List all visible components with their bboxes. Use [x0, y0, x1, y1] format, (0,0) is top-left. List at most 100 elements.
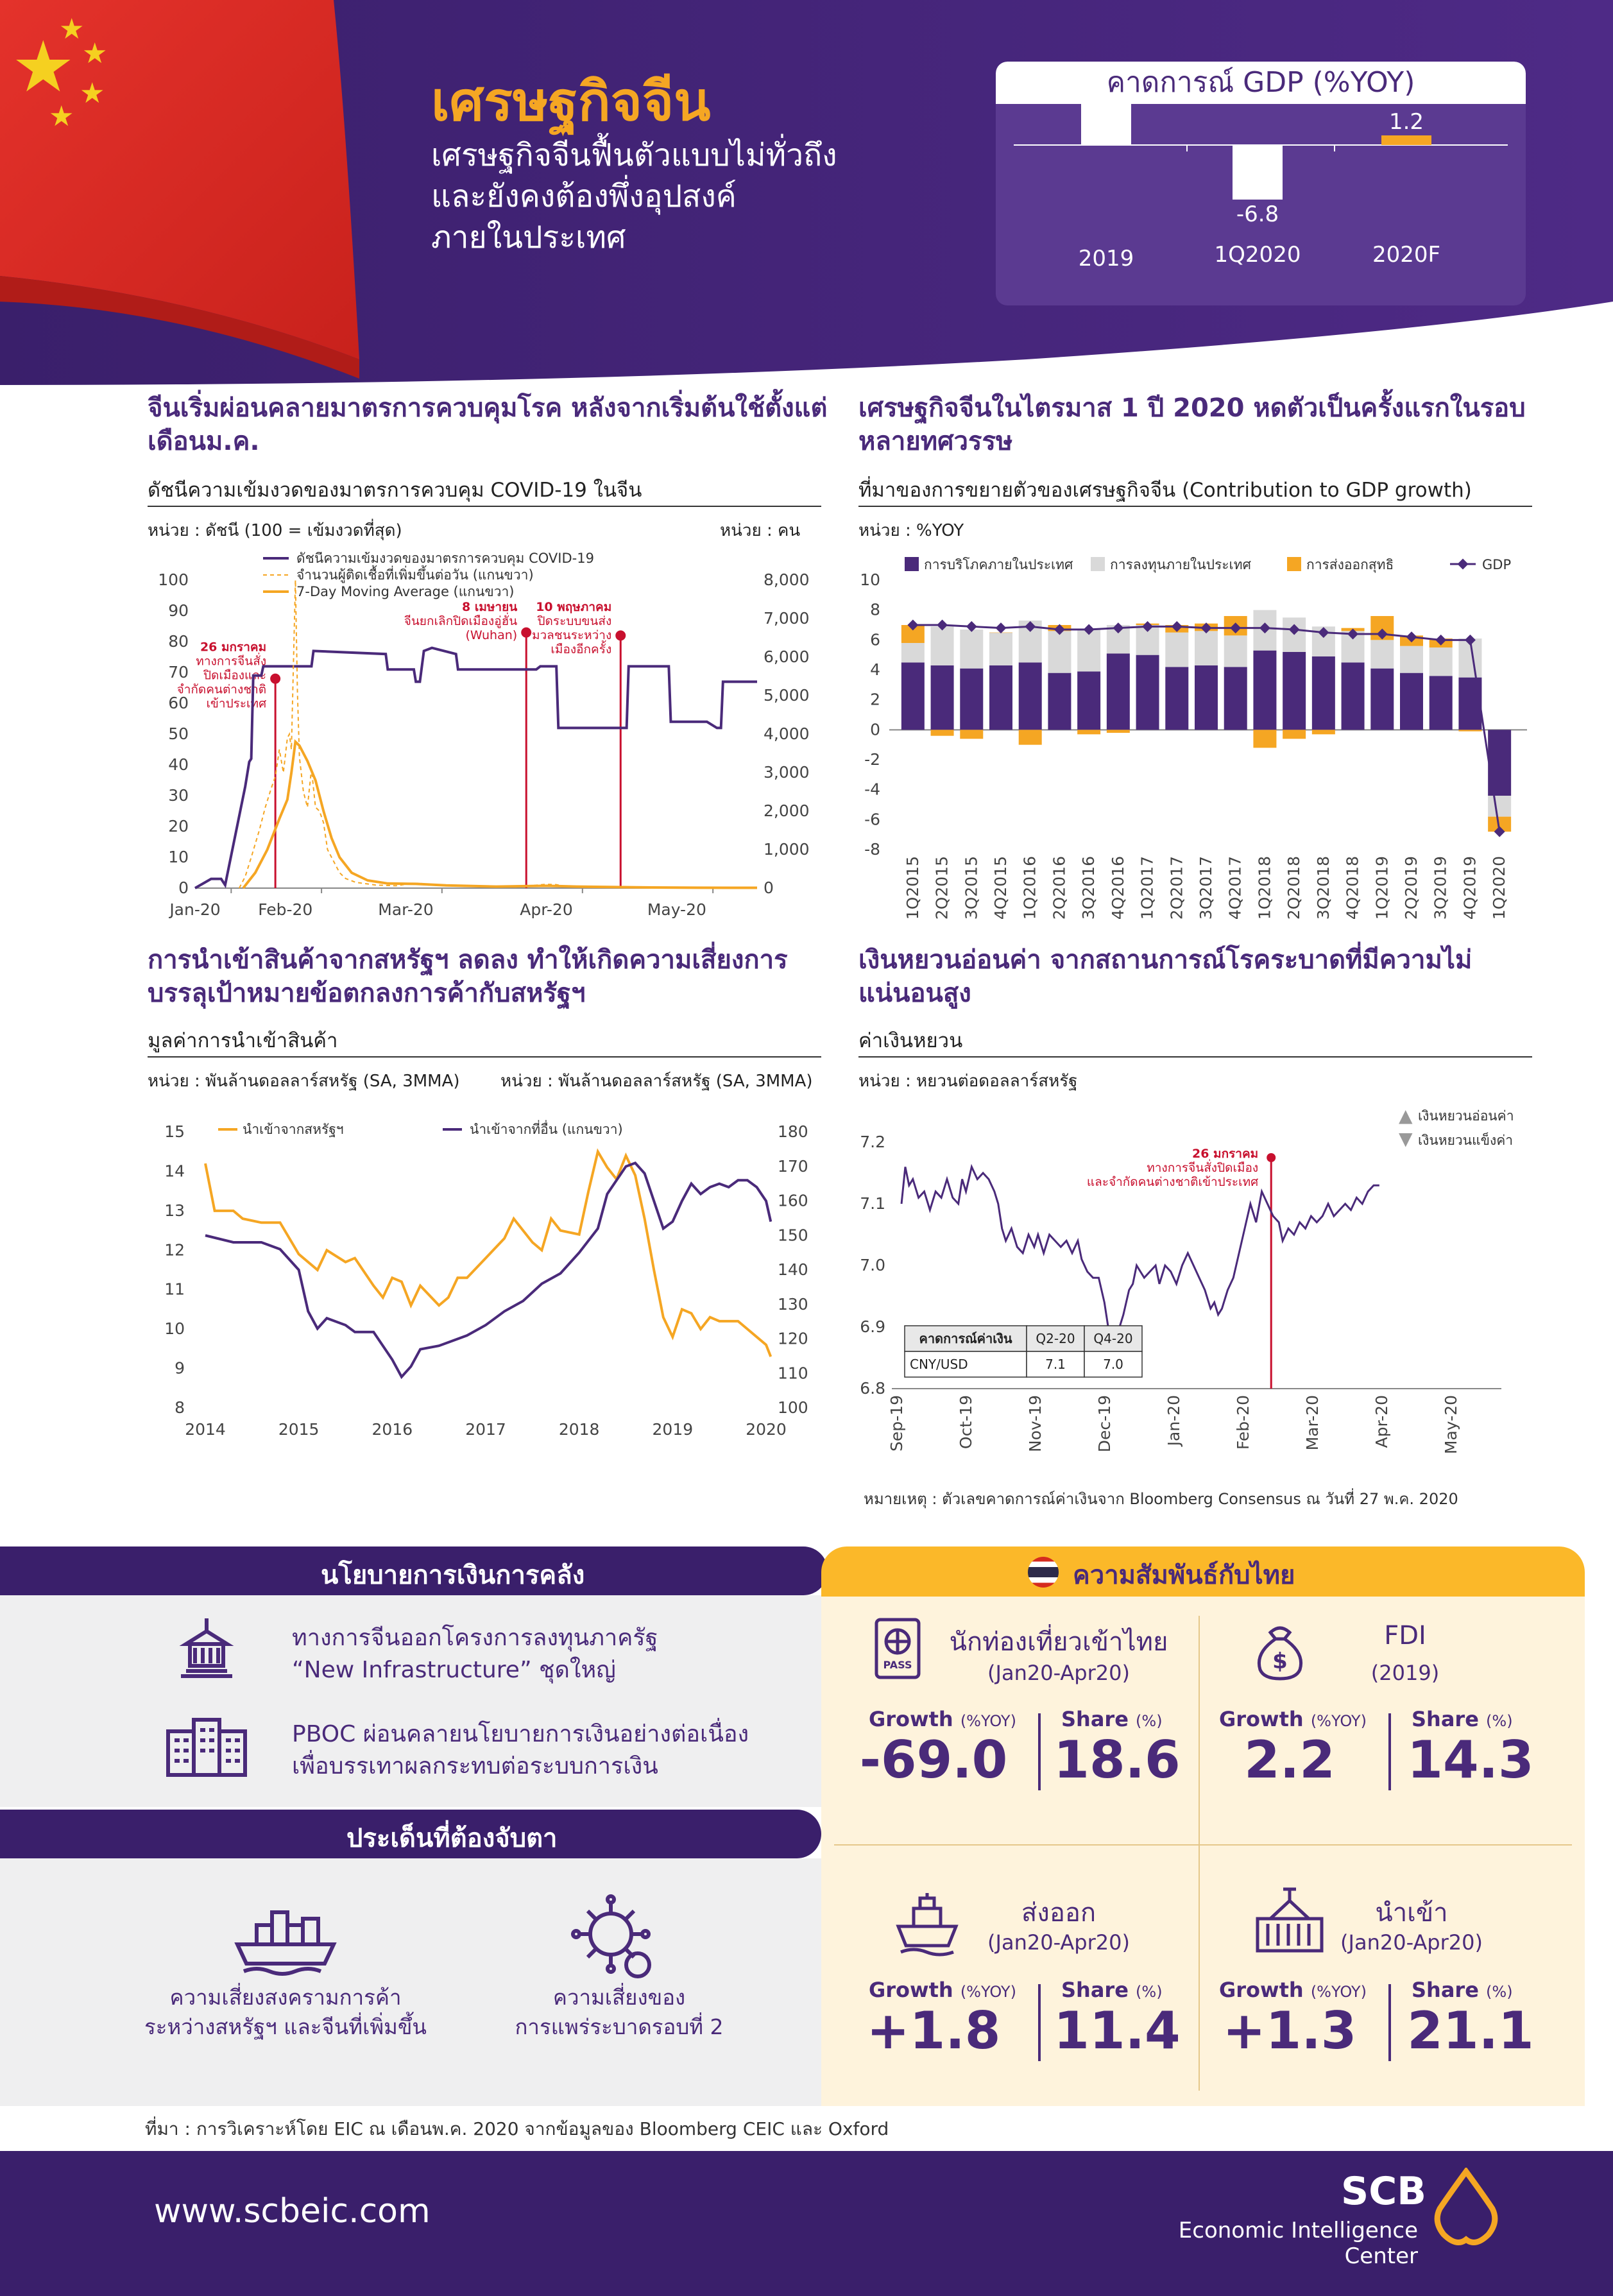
share-value: 14.3	[1407, 1730, 1534, 1790]
y-tick-right: 130	[778, 1295, 808, 1314]
annotation-text: จำกัดคนต่างชาติ	[177, 682, 267, 696]
growth-value: +1.3	[1222, 2001, 1357, 2060]
y-tick: 7.1	[860, 1194, 885, 1213]
chart3-series-line	[205, 1161, 772, 1380]
stacked-bar-segment	[1224, 667, 1247, 730]
y-tick-right: 7,000	[764, 609, 810, 628]
flag-big-star-icon: ★	[12, 26, 75, 108]
stacked-bar-segment	[1458, 677, 1482, 730]
x-tick-label: 2014	[185, 1420, 226, 1439]
policy-band: นโยบายการเงินการคลัง	[0, 1546, 828, 1595]
x-tick-label: 3Q2015	[962, 856, 980, 920]
stacked-bar-segment	[1077, 730, 1101, 735]
legend-label: การลงทุนภายในประเทศ	[1110, 557, 1252, 573]
legend-label: เงินหยวนอ่อนค่า	[1418, 1108, 1514, 1124]
stacked-bar-segment	[1458, 730, 1482, 732]
x-tick-label: May-20	[647, 900, 706, 919]
flag-small-star-icon: ★	[49, 100, 74, 133]
legend-label: นำเข้าจากที่อื่น (แกนขวา)	[470, 1120, 623, 1137]
table-cell	[1084, 1351, 1143, 1378]
stacked-bar-segment	[1106, 730, 1130, 733]
thai-card-sub: (Jan20-Apr20)	[987, 1661, 1130, 1685]
watch-panel	[0, 1858, 828, 2106]
policy-item: ทางการจีนออกโครงการลงทุนภาครัฐ “New Infr…	[292, 1622, 658, 1686]
policy-item-line: PBOC ผ่อนคลายนโยบายการเงินอย่างต่อเนื่อง	[292, 1721, 749, 1747]
gdp-marker	[1083, 624, 1095, 635]
x-tick-label: 1Q2019	[1372, 856, 1391, 920]
annotation-text: และจำกัดคนต่างชาติเข้าประเทศ	[1087, 1175, 1258, 1189]
watch-band: ประเด็นที่ต้องจับตา	[0, 1810, 821, 1858]
y-tick: 6	[870, 630, 880, 649]
x-tick-label: 2Q2018	[1284, 856, 1303, 920]
stacked-bar-segment	[1429, 647, 1453, 676]
x-tick-label: 3Q2019	[1431, 856, 1450, 920]
x-tick-label: 3Q2016	[1079, 856, 1098, 920]
passport-icon: PASS	[875, 1618, 921, 1679]
x-tick-label: Nov-19	[1026, 1395, 1045, 1452]
stacked-bar-segment	[930, 730, 954, 736]
y-tick-right: 160	[778, 1192, 808, 1210]
watch-item-line: การแพร่ระบาดรอบที่ 2	[515, 2014, 724, 2039]
chart2-svg: -8 -6 -4 -2 0 2 4 6 8 10 1Q2015 2Q2015 3Q2015 4Q2015 1…	[860, 557, 1527, 920]
page-title: เศรษฐกิจจีน	[431, 70, 711, 133]
x-tick-label: 4Q2019	[1460, 856, 1479, 920]
stacked-bar-segment	[1370, 640, 1394, 669]
y-tick-right: 4,000	[764, 724, 810, 743]
chart2-subtitle: ที่มาของการขยายตัวของเศรษฐกิจจีน (Contri…	[858, 479, 1472, 502]
share-label: Share (%)	[1412, 1978, 1513, 2002]
y-tick-right: 120	[778, 1330, 808, 1348]
divider	[148, 1056, 821, 1058]
annotation-text: เมืองอีกครั้ง	[550, 640, 611, 656]
divider	[1038, 1984, 1041, 2061]
x-tick-label: 2Q2015	[933, 856, 952, 920]
y-tick-right: 5,000	[764, 686, 810, 705]
stacked-bar-segment	[989, 632, 1012, 665]
table-header-cell	[1026, 1325, 1085, 1352]
thai-card-sub: (2019)	[1370, 1661, 1440, 1685]
x-tick-label: 2019	[653, 1420, 694, 1439]
table-header-cell	[904, 1325, 1027, 1352]
policy-band-title: นโยบายการเงินการคลัง	[321, 1561, 585, 1590]
flag-small-star-icon: ★	[80, 77, 105, 110]
annotation-text: ทางการจีนสั่ง	[196, 652, 266, 668]
watch-band-title: ประเด็นที่ต้องจับตา	[346, 1824, 558, 1853]
chart4-svg: 6.8 6.9 7.0 7.1 7.2 Sep-19 Oct-19 Nov-19 Dec-19 J…	[860, 1105, 1514, 1454]
gdp-marker	[995, 622, 1007, 634]
y-tick-left: 0	[178, 878, 189, 897]
x-tick-label: May-20	[1442, 1395, 1460, 1454]
y-tick-right: 140	[778, 1260, 808, 1279]
policy-item: PBOC ผ่อนคลายนโยบายการเงินอย่างต่อเนื่อง…	[292, 1718, 749, 1783]
footer-url[interactable]: www.scbeic.com	[154, 2192, 431, 2231]
annotation-dot	[270, 673, 281, 684]
y-tick-left: 10	[164, 1319, 185, 1338]
stacked-bar-segment	[1018, 662, 1042, 730]
thai-band: ความสัมพันธ์กับไทย	[821, 1546, 1585, 1597]
growth-label: Growth (%YOY)	[869, 1978, 1016, 2002]
legend-label: การบริโภคภายในประเทศ	[924, 557, 1073, 572]
y-tick: 4	[870, 660, 880, 679]
x-tick-label: 2018	[559, 1420, 600, 1439]
y-tick-right: 180	[778, 1122, 808, 1141]
y-tick: 0	[870, 720, 880, 739]
share-label: Share (%)	[1412, 1707, 1513, 1731]
x-tick-label: 2Q2016	[1050, 856, 1068, 920]
y-tick-left: 90	[168, 601, 189, 620]
x-tick-label: Feb-20	[258, 900, 312, 919]
y-tick-left: 40	[168, 755, 189, 774]
growth-label: Growth (%YOY)	[1219, 1978, 1367, 2002]
annotation-text: ปิดระบบขนส่ง	[537, 614, 612, 628]
divider	[1199, 1616, 1200, 2091]
chart3-subtitle: มูลค่าการนำเข้าสินค้า	[148, 1029, 338, 1052]
share-value: 21.1	[1407, 2001, 1534, 2060]
table-header-cell	[1084, 1325, 1143, 1352]
annotation-dot	[521, 627, 532, 638]
y-tick-right: 150	[778, 1226, 808, 1244]
thai-card-title: นักท่องเที่ยวเข้าไทย	[949, 1627, 1168, 1657]
gdp-box-title: คาดการณ์ GDP (%YOY)	[996, 62, 1526, 104]
y-tick: -8	[864, 840, 880, 859]
stacked-bar-segment	[901, 662, 925, 730]
x-tick-label: 1Q2017	[1138, 856, 1157, 920]
chart1-title: จีนเริ่มผ่อนคลายมาตรการควบคุมโรค หลังจาก…	[148, 393, 828, 456]
